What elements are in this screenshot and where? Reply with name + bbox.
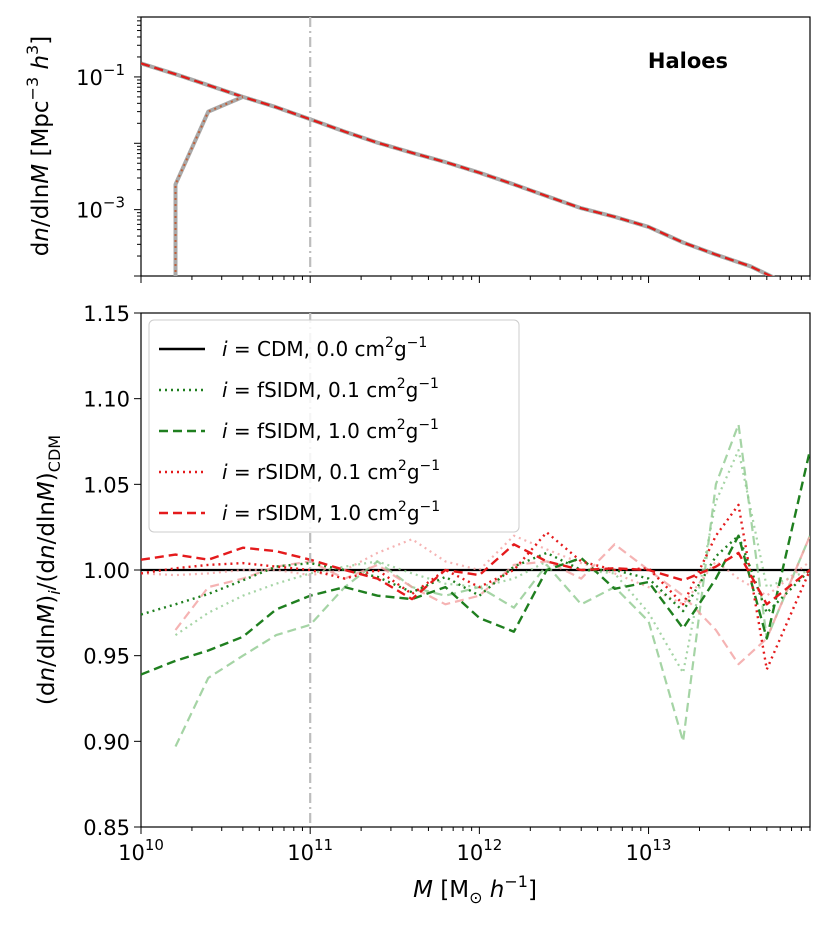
- x-tick-label: 1011: [287, 836, 333, 865]
- bottom-y-tick-label: 0.85: [83, 816, 130, 840]
- bot-ylabel-n1: n: [34, 667, 60, 682]
- x-tick-label: 1012: [456, 836, 502, 865]
- bot-ylabel-dln2: /dln: [34, 501, 60, 544]
- xlabel-close: ]: [528, 877, 537, 903]
- top-ylabel-m: M: [28, 164, 54, 184]
- legend-entry: i = fSIDM, 1.0 cm2g−1: [222, 417, 439, 443]
- bot-ylabel-open: (d: [34, 682, 60, 706]
- top-ylabel-dln: /dln: [28, 184, 54, 227]
- xlabel-open: [M: [433, 877, 469, 903]
- xlabel-sun: ⊙: [469, 888, 482, 907]
- bot-ylabel-close2: ): [34, 472, 60, 481]
- legend-box: [148, 319, 520, 533]
- x-axis-label: M [M⊙ h−1]: [413, 872, 537, 907]
- bottom-series-rsidm-0-1-cm-g: [141, 503, 810, 671]
- bot-ylabel-open2: /(d: [34, 559, 60, 590]
- bot-ylabel-n2: n: [34, 544, 60, 559]
- bottom-series-fsidm-0-1-cm-g: [141, 534, 810, 616]
- top-panel-frame: [140, 16, 811, 277]
- top-y-tick-label: 10−1: [76, 61, 125, 90]
- bot-ylabel-sub: CDM: [45, 435, 64, 472]
- top-series-rsidm-1-0-cm-g: [141, 62, 774, 276]
- top-ylabel-exp1: −3: [23, 77, 42, 101]
- xlabel-m: M: [413, 877, 433, 903]
- x-tick-label: 1013: [626, 836, 672, 865]
- bottom-panel: 1010 1011 1012 1013 0.85 0.90 0.95 1.00 1.05 1.10…: [34, 302, 811, 865]
- xlabel-exp: −1: [504, 872, 528, 891]
- bot-ylabel-i: i: [45, 590, 64, 595]
- top-ylabel-exp2: 3: [23, 45, 42, 55]
- bottom-y-tick-label: 1.10: [83, 388, 130, 412]
- top-ylabel-close: ]: [28, 36, 54, 45]
- bottom-series-fsidm-1-0-cm-g-faint: [174, 423, 810, 747]
- bot-ylabel-m2: M: [34, 481, 60, 501]
- top-y-axis-label: dn/dlnM [Mpc−3 h3]: [23, 36, 54, 256]
- top-ylabel-unit: [Mpc: [28, 100, 54, 163]
- xlabel-h: h: [490, 877, 505, 903]
- bottom-series-rsidm-1-0-cm-g: [141, 543, 810, 606]
- legend-entry: i = fSIDM, 0.1 cm2g−1: [222, 376, 439, 402]
- top-ylabel-d: d: [28, 242, 54, 257]
- legend-entry: i = CDM, 0.0 cm2g−1: [222, 335, 427, 361]
- top-y-tick-label: 10−3: [76, 194, 125, 223]
- bottom-y-axis-label: (dn/dlnM)i/(dn/dlnM)CDM: [34, 435, 64, 705]
- top-panel-title: Haloes: [648, 49, 728, 73]
- bottom-y-tick-label: 1.05: [83, 473, 130, 497]
- top-series-low-mass-branch-sidm: [174, 95, 244, 276]
- top-ylabel-space: [28, 70, 54, 77]
- xlabel-space: [482, 877, 489, 903]
- legend: i = CDM, 0.0 cm2g−1 i = fSIDM, 0.1 cm2g−1…: [148, 319, 520, 533]
- top-ylabel-n: n: [28, 227, 54, 242]
- bottom-y-tick-label: 0.95: [83, 645, 130, 669]
- bot-ylabel-close1: ): [34, 595, 60, 604]
- bot-ylabel-dln1: /dln: [34, 624, 60, 667]
- bottom-y-tick-label: 1.15: [83, 302, 130, 326]
- legend-entry: i = rSIDM, 1.0 cm2g−1: [222, 499, 440, 525]
- bottom-y-tick-label: 0.90: [83, 730, 130, 754]
- top-panel: 10−1 10−3 Haloes dn/dlnM [Mpc−3 h3]: [23, 16, 811, 283]
- top-ylabel-h: h: [28, 55, 54, 70]
- bottom-y-tick-label: 1.00: [83, 559, 130, 583]
- bot-ylabel-m1: M: [34, 604, 60, 624]
- legend-entry: i = rSIDM, 0.1 cm2g−1: [222, 458, 440, 484]
- x-tick-label: 1010: [118, 836, 164, 865]
- bottom-series-rsidm-1-0-cm-g-faint: [174, 535, 810, 666]
